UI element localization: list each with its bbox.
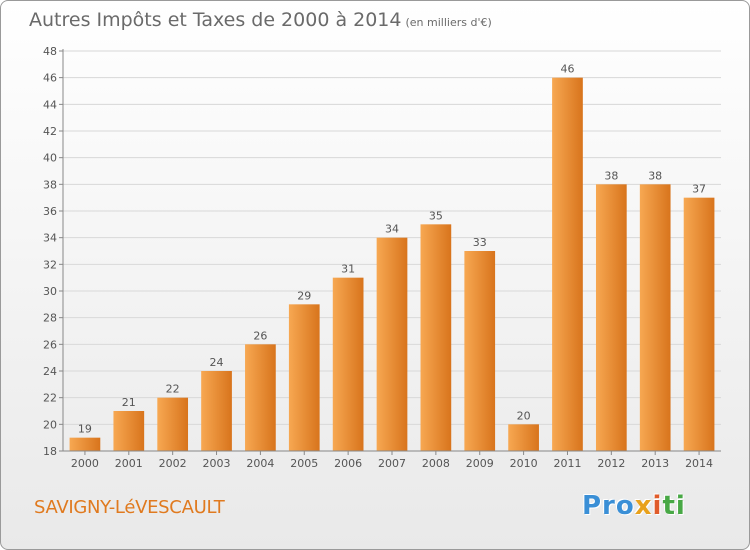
proxiti-logo: Proxiti — [582, 491, 686, 521]
value-label: 24 — [210, 356, 224, 369]
logo-part: Pro — [582, 491, 635, 521]
bar — [508, 424, 539, 451]
chart-title: Autres Impôts et Taxes de 2000 à 2014 (en… — [29, 9, 492, 31]
bar — [201, 371, 232, 451]
logo-part: x — [634, 491, 653, 521]
bar — [464, 251, 496, 451]
x-tick-label: 2002 — [159, 457, 187, 470]
y-tick-label: 40 — [43, 152, 57, 165]
value-label: 37 — [692, 183, 706, 196]
bar — [245, 344, 276, 451]
y-tick-label: 48 — [43, 45, 57, 58]
value-label: 19 — [78, 423, 92, 436]
bar — [552, 77, 583, 452]
logo-part: i — [652, 491, 663, 521]
x-tick-label: 2001 — [115, 457, 143, 470]
x-tick-label: 2009 — [466, 457, 494, 470]
value-label: 34 — [385, 223, 399, 236]
x-tick-label: 2006 — [334, 457, 362, 470]
bars — [69, 77, 715, 452]
x-tick-label: 2011 — [553, 457, 581, 470]
y-tick-label: 26 — [43, 338, 57, 351]
value-label: 26 — [253, 329, 267, 342]
bar — [420, 224, 452, 451]
y-tick-label: 44 — [43, 98, 57, 111]
bar — [332, 277, 364, 451]
x-tick-label: 2014 — [685, 457, 713, 470]
bar — [157, 397, 189, 451]
bar — [639, 184, 671, 452]
town-name: SAVIGNY-LéVESCAULT — [34, 497, 225, 518]
bar — [69, 437, 101, 451]
x-tick-label: 2003 — [203, 457, 231, 470]
axes — [62, 49, 721, 452]
bar — [595, 184, 627, 452]
x-tick-label: 2007 — [378, 457, 406, 470]
bar — [683, 197, 715, 451]
y-tick-label: 28 — [43, 312, 57, 325]
y-tick-label: 42 — [43, 125, 57, 138]
x-tick-label: 2005 — [290, 457, 318, 470]
value-label: 29 — [297, 289, 311, 302]
value-label: 33 — [473, 236, 487, 249]
value-labels: 19 21 22 24 26 29 31 34 35 33 20 46 38 38 37 — [78, 63, 706, 436]
chart-title-text: Autres Impôts et Taxes de 2000 à 2014 — [29, 9, 402, 31]
x-tick-label: 2008 — [422, 457, 450, 470]
y-tick-label: 38 — [43, 178, 57, 191]
bar — [288, 304, 320, 451]
value-label: 46 — [560, 63, 574, 76]
x-tick-label: 2010 — [510, 457, 538, 470]
x-tick-label: 2000 — [71, 457, 99, 470]
y-tick-label: 18 — [43, 445, 57, 458]
y-tick-label: 46 — [43, 72, 57, 85]
chart-unit: (en milliers d'€) — [405, 16, 492, 29]
y-tick-label: 20 — [43, 418, 57, 431]
y-tick-label: 32 — [43, 258, 57, 271]
value-label: 21 — [122, 396, 136, 409]
y-tick-label: 30 — [43, 285, 57, 298]
y-tick-label: 22 — [43, 392, 57, 405]
x-tick-label: 2012 — [597, 457, 625, 470]
y-tick-label: 36 — [43, 205, 57, 218]
value-label: 31 — [341, 263, 355, 276]
value-label: 20 — [517, 409, 531, 422]
logo-part: ti — [662, 491, 686, 521]
y-axis-ticks: 18 20 22 24 26 28 30 32 34 36 38 40 42 44 46 48 — [43, 45, 63, 458]
x-tick-label: 2013 — [641, 457, 669, 470]
bar — [113, 411, 145, 451]
value-label: 35 — [429, 209, 443, 222]
value-label: 38 — [648, 169, 662, 182]
bar — [376, 237, 408, 451]
value-label: 22 — [166, 383, 180, 396]
x-tick-label: 2004 — [246, 457, 274, 470]
x-axis-ticks: 2000 2001 2002 2003 2004 2005 2006 2007 2008 2009… — [71, 451, 713, 470]
y-tick-label: 24 — [43, 365, 57, 378]
value-label: 38 — [604, 169, 618, 182]
y-tick-label: 34 — [43, 232, 57, 245]
